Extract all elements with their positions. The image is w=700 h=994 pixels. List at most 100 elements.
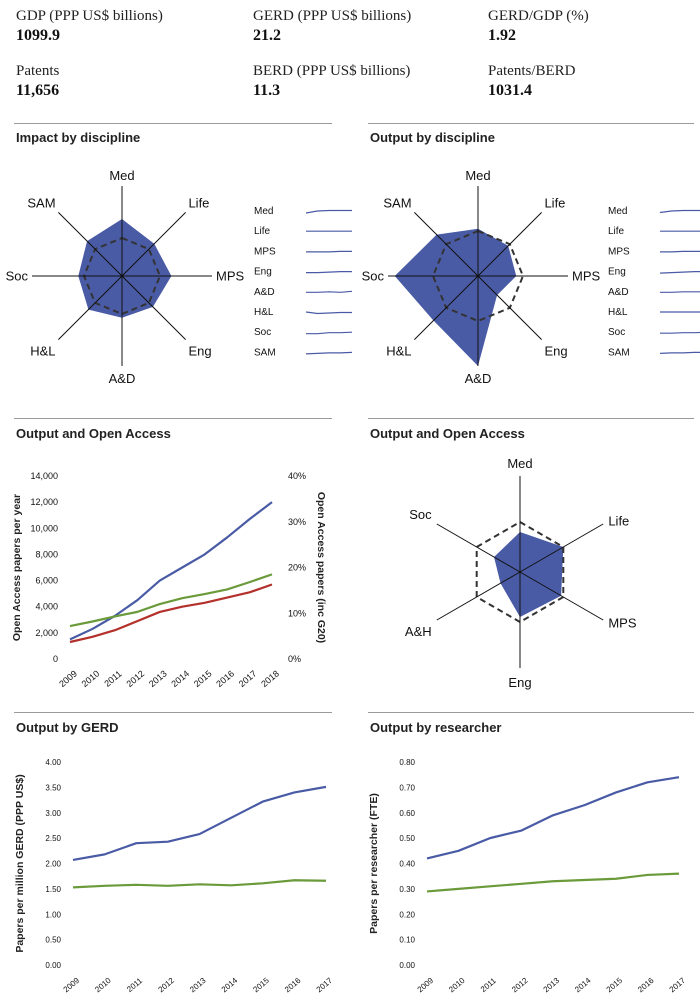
series-line-reference	[426, 872, 680, 893]
divider	[368, 123, 694, 124]
x-tick-label: 2009	[62, 976, 82, 994]
y-tick-label: 12,000	[30, 497, 58, 507]
radar-label-life: Life	[188, 196, 209, 211]
radar-label-life: Life	[544, 196, 565, 211]
radar-label-handl: H&L	[30, 343, 55, 358]
x-tick-label: 2011	[479, 976, 498, 994]
sparkline-label-med: Med	[608, 206, 627, 217]
stat-value: 1.92	[488, 27, 516, 44]
radar-axis-handl	[58, 275, 123, 340]
x-tick-label: 2011	[125, 976, 144, 994]
x-tick-label: 2015	[251, 976, 271, 994]
x-tick-label: 2012	[125, 668, 147, 689]
x-tick-label: 2013	[147, 668, 169, 689]
series-line-reference	[72, 879, 327, 889]
radar-axis-handl	[414, 275, 479, 340]
x-tick-label: 2010	[80, 668, 102, 689]
sparkline-label-life: Life	[254, 226, 271, 237]
x-tick-label: 2014	[220, 976, 240, 994]
panel-title-open-access-radar: Output and Open Access	[370, 426, 525, 441]
y-tick-label: 0.10	[399, 936, 415, 945]
y-tick-label: 0.00	[45, 961, 61, 970]
sparkline-aandd	[660, 291, 700, 293]
radar-label-aandd: A&D	[465, 371, 492, 386]
y-tick-label: 6,000	[35, 576, 58, 586]
x-tick-label: 2016	[283, 976, 303, 994]
y-tick-label: 0	[53, 654, 58, 664]
sparkline-soc	[306, 331, 353, 335]
x-tick-label: 2017	[668, 976, 688, 994]
y-tick-label: 8,000	[35, 549, 58, 559]
output-by-researcher-chart: 0.00 0.10 0.20 0.30 0.40 0.50 0.60 0.70 0.80 2009…	[368, 758, 688, 994]
x-tick-label: 2012	[510, 976, 530, 994]
x-tick-label: 2012	[157, 976, 177, 994]
sparkline-aandd	[306, 290, 353, 293]
x-tick-label: 2014	[573, 976, 593, 994]
x-tick-label: 2010	[447, 976, 467, 994]
panel-title-output-gerd: Output by GERD	[16, 720, 119, 735]
x-tick-label: 2013	[542, 976, 562, 994]
stat-gerd-gdp: GERD/GDP (%) 1.92	[488, 8, 589, 45]
y-tick-label: 1.00	[45, 910, 61, 919]
y-tick-label: 14,000	[30, 471, 58, 481]
stat-patents: Patents 11,656	[16, 63, 59, 100]
divider	[14, 123, 332, 124]
y2-tick-label: 40%	[288, 471, 306, 481]
y-tick-label: 0.20	[399, 910, 415, 919]
panel-title-impact: Impact by discipline	[16, 130, 141, 145]
sparkline-eng	[306, 270, 352, 274]
stat-label: GERD (PPP US$ billions)	[253, 8, 412, 24]
radar-label-soc: Soc	[6, 269, 29, 284]
radar-label-sam: SAM	[383, 196, 411, 211]
y-tick-label: 3.00	[45, 809, 61, 818]
sparkline-label-mps: MPS	[608, 246, 630, 257]
stat-label: BERD (PPP US$ billions)	[253, 63, 411, 79]
divider	[14, 418, 332, 419]
x-tick-label: 2009	[416, 976, 436, 994]
radar-label-eng: Eng	[544, 343, 567, 358]
sparkline-med	[305, 209, 352, 214]
radar-axis-eng	[121, 275, 186, 340]
y-tick-label: 0.00	[399, 961, 415, 970]
sparkline-label-handl: H&L	[254, 307, 274, 318]
y-tick-label: 10,000	[30, 523, 58, 533]
y-tick-label: 0.80	[399, 758, 415, 767]
x-tick-label: 2013	[188, 976, 208, 994]
stat-label: Patents/BERD	[488, 63, 576, 79]
sparkline-label-sam: SAM	[254, 347, 276, 358]
stat-label: GERD/GDP (%)	[488, 8, 589, 24]
radar-label-mps: MPS	[608, 616, 637, 631]
radar-axis-sam	[414, 212, 479, 277]
y-tick-label: 1.50	[45, 885, 61, 894]
radar-axis-life	[121, 212, 186, 277]
radar-label-life: Life	[608, 514, 629, 529]
series-line-open-access-papers	[69, 583, 273, 644]
panel-title-output-researcher: Output by researcher	[370, 720, 502, 735]
output-by-gerd-chart: 0.00 0.50 1.00 1.50 2.00 2.50 3.00 3.50 4.00 2009…	[14, 758, 335, 994]
stat-value: 1031.4	[488, 82, 532, 99]
open-access-line-chart: 0 2,000 4,000 6,000 8,000 10,000 12,000 14,000 0…	[11, 471, 327, 689]
y2-tick-label: 0%	[288, 654, 301, 664]
sparkline-label-aandd: A&D	[608, 287, 629, 298]
sparkline-soc	[660, 331, 700, 334]
x-tick-label: 2018	[259, 668, 281, 689]
sparkline-label-eng: Eng	[254, 267, 272, 278]
sparkline-mps	[306, 250, 352, 253]
y-axis-label: Papers per researcher (FTE)	[368, 793, 380, 934]
panel-title-open-access-line: Output and Open Access	[16, 426, 171, 441]
x-tick-label: 2015	[605, 976, 625, 994]
y-tick-label: 4,000	[35, 602, 58, 612]
stat-patents-berd: Patents/BERD 1031.4	[488, 63, 576, 100]
sparkline-label-aandd: A&D	[254, 287, 275, 298]
y-tick-label: 4.00	[45, 758, 61, 767]
radar-axis-mps	[519, 571, 604, 621]
radar-label-handl: H&L	[386, 343, 411, 358]
radar-label-soc: Soc	[362, 269, 385, 284]
sparkline-mps	[660, 250, 700, 253]
radar-label-med: Med	[109, 168, 134, 183]
sparkline-med	[659, 209, 700, 214]
open-access-radar-chart: Med Life MPS Eng A&H Soc	[405, 456, 637, 690]
sparkline-label-soc: Soc	[608, 327, 625, 338]
radar-value-area	[494, 532, 564, 617]
sparkline-eng	[659, 270, 700, 274]
